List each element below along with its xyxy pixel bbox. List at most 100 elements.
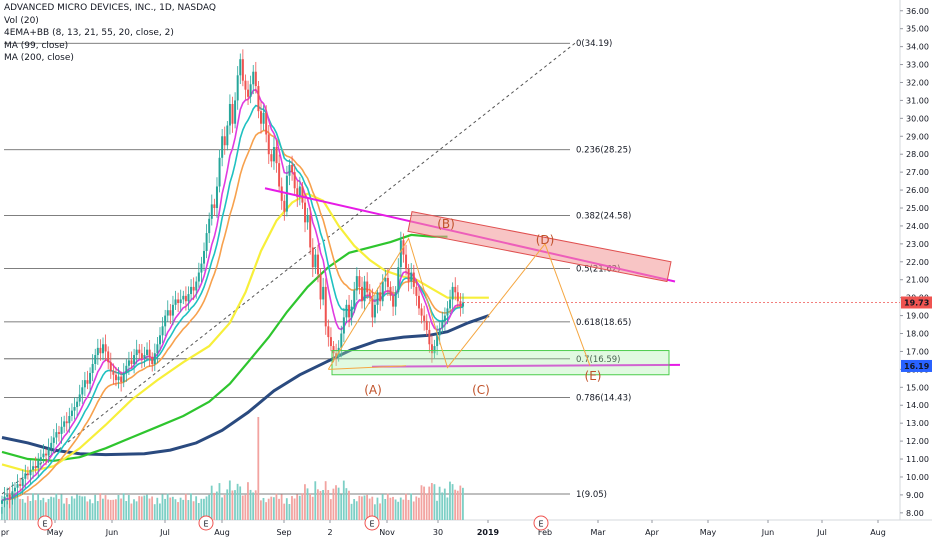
candle-body [368, 292, 371, 296]
candle-body [275, 147, 278, 164]
x-tick-label: 2 [327, 528, 332, 537]
candle-body [412, 272, 415, 287]
series-line [1, 233, 448, 462]
candle-body [361, 286, 364, 302]
y-tick-label: 12.00 [906, 437, 929, 446]
volume-bar [86, 501, 89, 520]
volume-bar [394, 499, 397, 520]
volume-bar [190, 493, 192, 520]
earnings-label: E [42, 520, 47, 529]
candle-body [146, 349, 149, 356]
volume-bar [68, 504, 71, 520]
volume-bar [412, 501, 415, 520]
candle-body [221, 136, 224, 158]
candle-body [223, 136, 226, 146]
candle-body [384, 277, 387, 282]
wave-label: (C) [472, 383, 490, 397]
legend-vol[interactable]: Vol (20) [4, 15, 39, 26]
earnings-marker [533, 515, 549, 531]
candle-body [397, 267, 400, 293]
volume-bar [345, 488, 348, 520]
candle-body [114, 374, 117, 381]
candle-body [340, 333, 343, 348]
volume-bar [184, 493, 187, 520]
volume-bar [70, 496, 73, 520]
volume-bar [231, 490, 234, 520]
y-tick-label: 28.00 [906, 150, 929, 159]
candle-body [60, 426, 63, 434]
volume-bar [244, 494, 247, 520]
x-tick-label: pr [1, 528, 10, 537]
candle-body [462, 302, 465, 307]
volume-bar [397, 501, 400, 520]
candle-body [96, 347, 99, 356]
candle-body [386, 277, 389, 287]
volume-bar [456, 490, 459, 520]
volume-bar [337, 487, 340, 520]
volume-bar [381, 494, 384, 520]
candle-body [63, 421, 66, 427]
volume-bar [45, 502, 47, 520]
legend-ma99[interactable]: MA (99, close) [4, 40, 69, 51]
candle-body [125, 365, 128, 373]
volume-bar [236, 483, 239, 520]
candle-body [228, 104, 231, 126]
candle-body [47, 448, 50, 456]
candle-body [296, 188, 299, 198]
volume-bar [65, 497, 68, 520]
candle-body [407, 268, 410, 282]
candle-body [415, 286, 418, 296]
volume-bar [314, 481, 317, 520]
volume-bar [143, 495, 146, 520]
volume-bar [223, 495, 226, 520]
candle-body [363, 281, 366, 302]
x-tick-label: Apr [645, 528, 660, 537]
volume-bar [13, 494, 16, 520]
fib-level-label: 0.786(14.43) [576, 394, 631, 404]
candle-body [42, 453, 45, 458]
volume-bar [26, 496, 29, 520]
volume-bar [311, 496, 314, 520]
volume-bar [430, 483, 433, 520]
candle-body [169, 310, 172, 316]
volume-bar [228, 480, 231, 520]
candle-body [86, 380, 89, 384]
candle-body [417, 295, 420, 309]
y-tick-label: 35.00 [906, 25, 929, 34]
y-tick-label: 13.00 [906, 419, 929, 428]
candle-body [78, 394, 81, 402]
candle-body [322, 286, 325, 300]
earnings-marker [198, 515, 214, 531]
volume-bar [179, 497, 182, 520]
volume-bar [19, 498, 21, 520]
volume-bar [89, 499, 91, 520]
volume-bar [195, 496, 198, 520]
volume-bar [329, 499, 332, 520]
candle-body [109, 362, 112, 372]
legend-title[interactable]: ADVANCED MICRO DEVICES, INC., 1D, NASDAQ [4, 3, 216, 13]
candle-body [231, 104, 234, 124]
volume-bar [133, 499, 135, 520]
volume-bar [288, 504, 291, 520]
x-tick-label: 30 [433, 528, 443, 537]
y-tick-label: 14.00 [906, 401, 929, 410]
volume-bar [3, 496, 6, 520]
candle-body [332, 346, 335, 354]
volume-bar [361, 496, 363, 520]
legend-ma200[interactable]: MA (200, close) [4, 53, 74, 63]
volume-bar [358, 495, 361, 520]
candle-body [267, 134, 270, 155]
volume-bar [363, 495, 366, 520]
volume-bar [267, 498, 270, 520]
volume-bar [272, 497, 275, 520]
volume-bar [415, 496, 418, 520]
y-tick-label: 15.00 [906, 383, 929, 392]
legend-ema-bb[interactable]: 4EMA+BB (8, 13, 21, 55, 20, close, 2) [4, 28, 174, 38]
volume-bar [241, 495, 244, 520]
volume-bar [353, 499, 356, 520]
candle-body [278, 163, 281, 187]
candle-body [355, 276, 358, 291]
candle-body [200, 263, 203, 273]
earnings-marker [364, 515, 380, 531]
y-tick-label: 21.00 [906, 276, 929, 285]
